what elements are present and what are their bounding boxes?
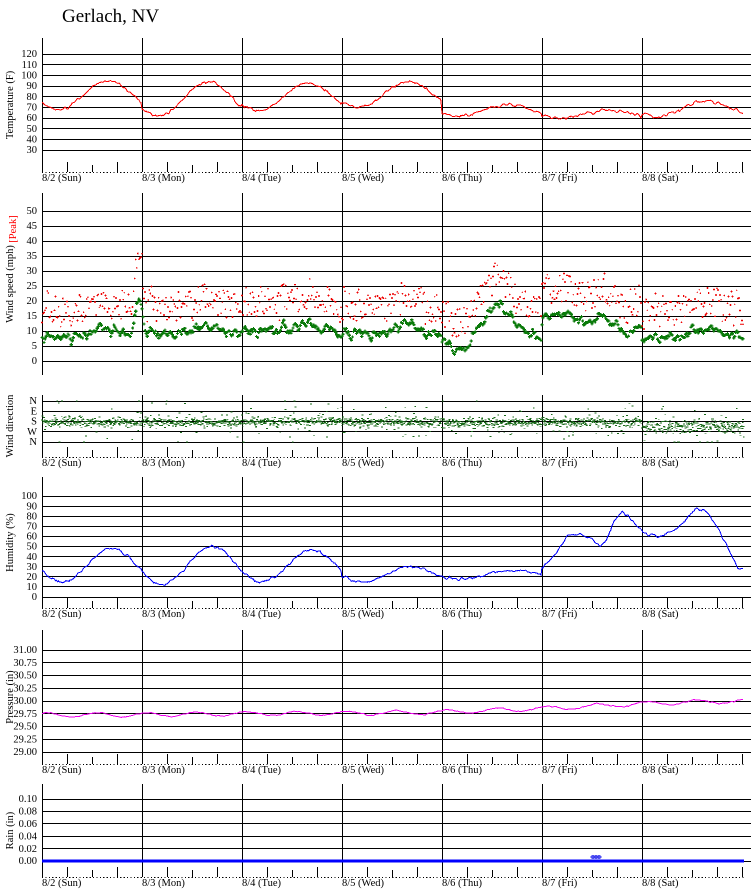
svg-text:0.00: 0.00 <box>19 856 37 867</box>
svg-text:8/6 (Thu): 8/6 (Thu) <box>442 609 482 620</box>
svg-text:8/8 (Sat): 8/8 (Sat) <box>642 173 679 184</box>
svg-text:8/3 (Mon): 8/3 (Mon) <box>142 878 185 889</box>
svg-text:8/4 (Tue): 8/4 (Tue) <box>242 878 281 889</box>
svg-text:8/6 (Thu): 8/6 (Thu) <box>442 878 482 889</box>
svg-text:0: 0 <box>32 592 37 603</box>
svg-text:0.04: 0.04 <box>19 831 38 842</box>
svg-text:30.00: 30.00 <box>13 696 37 707</box>
svg-text:8/7 (Fri): 8/7 (Fri) <box>542 609 578 620</box>
svg-text:8/8 (Sat): 8/8 (Sat) <box>642 458 679 469</box>
svg-text:8/4 (Tue): 8/4 (Tue) <box>242 609 281 620</box>
svg-text:100: 100 <box>21 71 37 82</box>
svg-text:8/7 (Fri): 8/7 (Fri) <box>542 458 578 469</box>
svg-text:0.08: 0.08 <box>19 807 37 818</box>
svg-text:Pressure (in): Pressure (in) <box>5 670 16 724</box>
svg-text:15: 15 <box>27 311 38 322</box>
svg-text:29.00: 29.00 <box>13 747 37 758</box>
svg-text:29.50: 29.50 <box>13 722 37 733</box>
svg-text:8/2 (Sun): 8/2 (Sun) <box>42 878 82 889</box>
svg-text:30: 30 <box>27 266 38 277</box>
svg-text:120: 120 <box>21 49 37 60</box>
svg-text:0.02: 0.02 <box>19 844 37 855</box>
svg-text:8/6 (Thu): 8/6 (Thu) <box>442 765 482 776</box>
svg-text:50: 50 <box>27 206 38 217</box>
svg-text:80: 80 <box>27 92 38 103</box>
svg-text:8/5 (Wed): 8/5 (Wed) <box>342 765 385 776</box>
svg-text:8/7 (Fri): 8/7 (Fri) <box>542 878 578 889</box>
svg-text:0: 0 <box>32 356 37 367</box>
svg-text:60: 60 <box>27 113 38 124</box>
svg-text:10: 10 <box>27 326 38 337</box>
svg-text:8/5 (Wed): 8/5 (Wed) <box>342 609 385 620</box>
svg-text:50: 50 <box>27 124 38 135</box>
svg-text:0.06: 0.06 <box>19 819 37 830</box>
svg-text:[Peak]: [Peak] <box>8 215 19 242</box>
svg-text:8/8 (Sat): 8/8 (Sat) <box>642 765 679 776</box>
svg-text:45: 45 <box>27 221 38 232</box>
svg-text:40: 40 <box>27 135 38 146</box>
svg-text:Wind direction: Wind direction <box>5 394 16 458</box>
svg-text:29.25: 29.25 <box>13 734 37 745</box>
svg-text:29.75: 29.75 <box>13 709 37 720</box>
svg-text:8/5 (Wed): 8/5 (Wed) <box>342 458 385 469</box>
svg-text:31.00: 31.00 <box>13 645 37 656</box>
svg-text:8/8 (Sat): 8/8 (Sat) <box>642 878 679 889</box>
svg-text:N: N <box>29 437 37 448</box>
svg-text:8/2 (Sun): 8/2 (Sun) <box>42 458 82 469</box>
svg-text:20: 20 <box>27 296 38 307</box>
svg-text:8/6 (Thu): 8/6 (Thu) <box>442 458 482 469</box>
svg-text:90: 90 <box>27 81 38 92</box>
svg-text:8/2 (Sun): 8/2 (Sun) <box>42 765 82 776</box>
svg-text:8/3 (Mon): 8/3 (Mon) <box>142 609 185 620</box>
svg-text:Rain (in): Rain (in) <box>5 811 16 849</box>
svg-text:Wind speed (mph): Wind speed (mph) <box>5 245 16 323</box>
svg-text:30.75: 30.75 <box>13 658 37 669</box>
svg-text:8/8 (Sat): 8/8 (Sat) <box>642 609 679 620</box>
svg-text:8/3 (Mon): 8/3 (Mon) <box>142 765 185 776</box>
svg-text:35: 35 <box>27 251 38 262</box>
svg-text:40: 40 <box>27 236 38 247</box>
svg-text:8/2 (Sun): 8/2 (Sun) <box>42 173 82 184</box>
svg-text:30: 30 <box>27 145 38 156</box>
svg-text:5: 5 <box>32 341 37 352</box>
svg-text:30.25: 30.25 <box>13 683 37 694</box>
svg-text:25: 25 <box>27 281 38 292</box>
svg-text:8/5 (Wed): 8/5 (Wed) <box>342 173 385 184</box>
svg-text:8/4 (Tue): 8/4 (Tue) <box>242 173 281 184</box>
svg-text:8/4 (Tue): 8/4 (Tue) <box>242 765 281 776</box>
svg-text:8/4 (Tue): 8/4 (Tue) <box>242 458 281 469</box>
svg-text:8/7 (Fri): 8/7 (Fri) <box>542 765 578 776</box>
svg-text:8/5 (Wed): 8/5 (Wed) <box>342 878 385 889</box>
svg-text:8/7 (Fri): 8/7 (Fri) <box>542 173 578 184</box>
svg-text:0.10: 0.10 <box>19 794 37 805</box>
svg-text:8/2 (Sun): 8/2 (Sun) <box>42 609 82 620</box>
svg-text:110: 110 <box>22 60 37 71</box>
svg-text:Temperature (F): Temperature (F) <box>5 70 16 139</box>
svg-text:Humidity (%): Humidity (%) <box>5 513 16 572</box>
svg-text:30.50: 30.50 <box>13 671 37 682</box>
svg-text:70: 70 <box>27 103 38 114</box>
svg-text:8/3 (Mon): 8/3 (Mon) <box>142 173 185 184</box>
svg-text:8/3 (Mon): 8/3 (Mon) <box>142 458 185 469</box>
svg-text:8/6 (Thu): 8/6 (Thu) <box>442 173 482 184</box>
